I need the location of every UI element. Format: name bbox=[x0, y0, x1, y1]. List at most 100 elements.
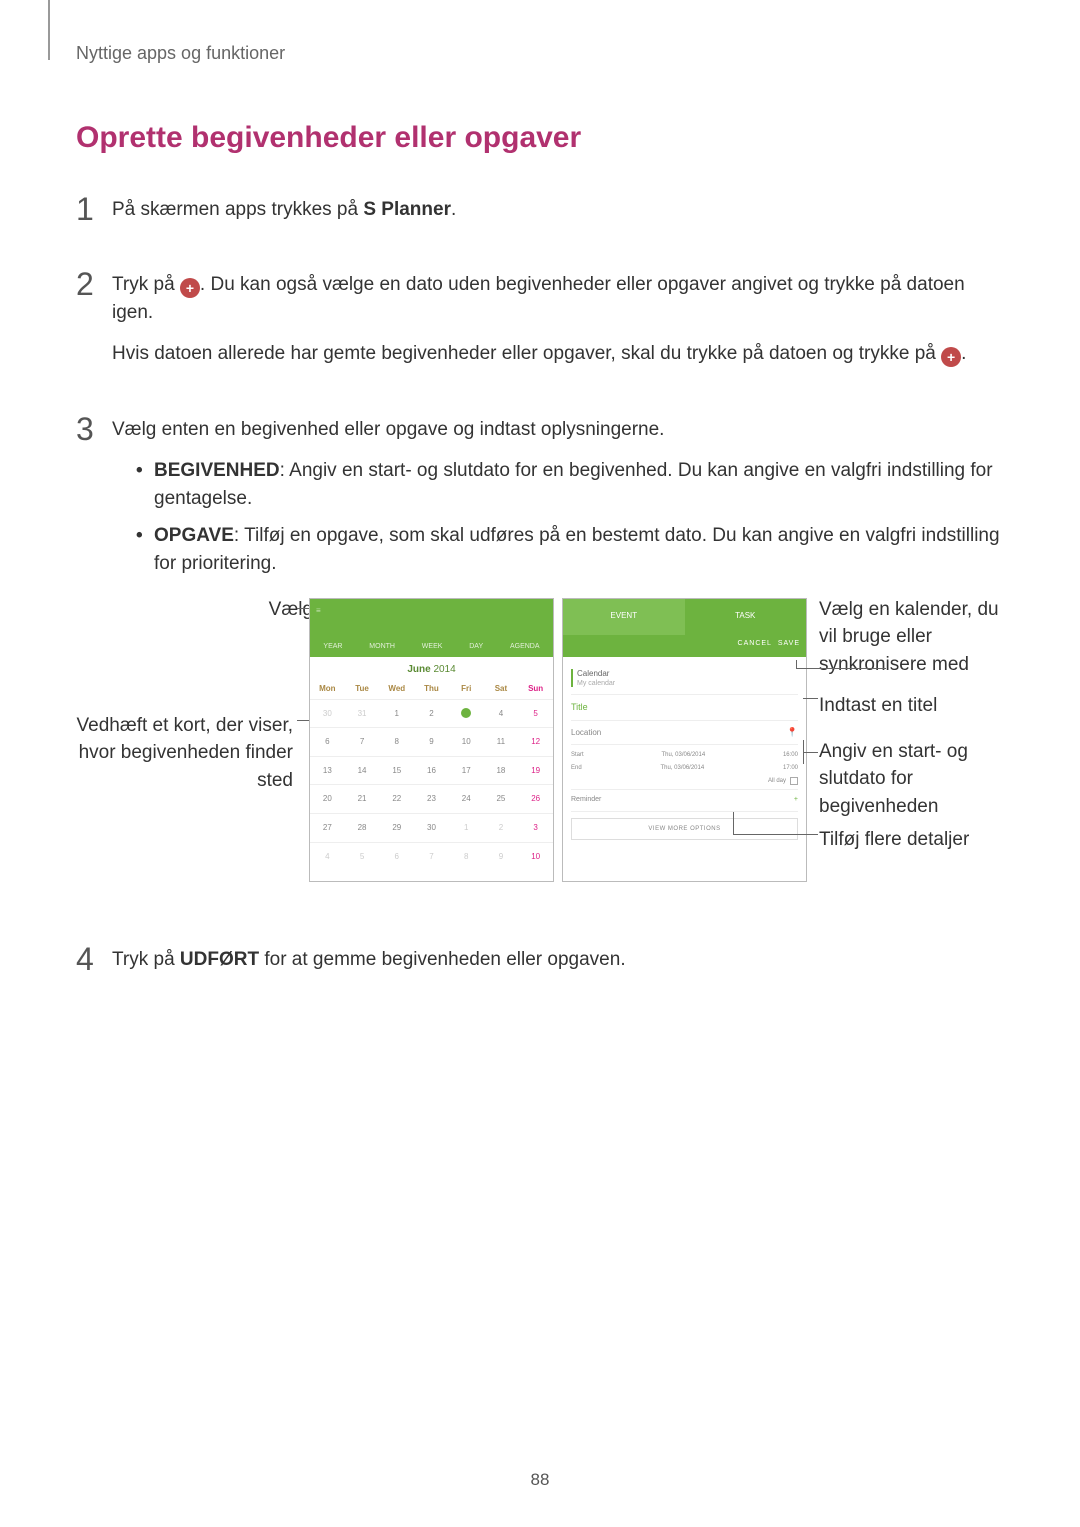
calendar-day: 6 bbox=[310, 727, 345, 756]
header-accent-line bbox=[48, 0, 50, 60]
calendar-day: 4 bbox=[310, 842, 345, 871]
leader-line bbox=[803, 740, 804, 764]
calendar-field-label: Calendar bbox=[577, 668, 615, 680]
text: . bbox=[961, 343, 966, 364]
text: Vælg enten en begivenhed eller opgave og… bbox=[112, 416, 1004, 444]
step-body: Tryk på +. Du kan også vælge en dato ude… bbox=[112, 267, 1004, 382]
step-number: 4 bbox=[76, 942, 112, 988]
calendar-day: 27 bbox=[310, 813, 345, 842]
calendar-day: 15 bbox=[379, 756, 414, 785]
bullet-icon: • bbox=[136, 522, 154, 577]
calendar-day: 30 bbox=[414, 813, 449, 842]
end-date: Thu, 03/06/2014 bbox=[660, 764, 704, 773]
page-number: 88 bbox=[0, 1468, 1080, 1493]
start-time: 16:00 bbox=[783, 751, 798, 760]
calendar-day: 6 bbox=[379, 842, 414, 871]
calendar-grid: MonTueWedThuFriSatSun3031124567891011121… bbox=[310, 679, 553, 870]
callout-enter-title: Indtast en titel bbox=[819, 692, 1009, 720]
text: Tryk på bbox=[112, 949, 180, 970]
callout-add-details: Tilføj flere detaljer bbox=[819, 826, 1009, 854]
calendar-day: 1 bbox=[449, 813, 484, 842]
day-header: Tue bbox=[345, 679, 380, 699]
calendar-day: 31 bbox=[345, 699, 380, 728]
calendar-day: 21 bbox=[345, 784, 380, 813]
calendar-day: 3 bbox=[518, 813, 553, 842]
bold-app-name: S Planner bbox=[363, 199, 451, 220]
calendar-day: 16 bbox=[414, 756, 449, 785]
calendar-day: 29 bbox=[379, 813, 414, 842]
calendar-tab: DAY bbox=[469, 642, 483, 652]
allday-checkbox bbox=[790, 777, 798, 785]
calendar-day: 8 bbox=[449, 842, 484, 871]
calendar-day: 5 bbox=[518, 699, 553, 728]
end-time: 17:00 bbox=[783, 764, 798, 773]
bullet-icon: • bbox=[136, 457, 154, 512]
step-3: 3 Vælg enten en begivenhed eller opgave … bbox=[76, 412, 1004, 912]
day-header: Thu bbox=[414, 679, 449, 699]
tab-event: EVENT bbox=[563, 599, 685, 635]
calendar-day: 17 bbox=[449, 756, 484, 785]
step-number: 3 bbox=[76, 412, 112, 912]
step-body: Tryk på UDFØRT for at gemme begivenheden… bbox=[112, 942, 1004, 988]
location-field: Location bbox=[571, 727, 601, 739]
menu-icon: ≡ bbox=[316, 605, 323, 617]
text: : Tilføj en opgave, som skal udføres på … bbox=[154, 525, 1000, 574]
calendar-day: 18 bbox=[484, 756, 519, 785]
step-1: 1 På skærmen apps trykkes på S Planner. bbox=[76, 192, 1004, 238]
step-body: På skærmen apps trykkes på S Planner. bbox=[112, 192, 1004, 238]
title-field: Title bbox=[571, 695, 798, 720]
calendar-day: 9 bbox=[484, 842, 519, 871]
day-header: Sun bbox=[518, 679, 553, 699]
calendar-day: 2 bbox=[484, 813, 519, 842]
bold-done: UDFØRT bbox=[180, 949, 259, 970]
calendar-day: 22 bbox=[379, 784, 414, 813]
step-number: 1 bbox=[76, 192, 112, 238]
reminder-label: Reminder bbox=[571, 795, 601, 805]
start-date: Thu, 03/06/2014 bbox=[661, 751, 705, 760]
calendar-tab: WEEK bbox=[422, 642, 443, 652]
calendar-tab: MONTH bbox=[369, 642, 395, 652]
calendar-day bbox=[449, 699, 484, 728]
callout-set-dates: Angiv en start- og slutdato for begivenh… bbox=[819, 738, 1009, 821]
month-label: June bbox=[407, 664, 430, 675]
text: På skærmen apps trykkes på bbox=[112, 199, 363, 220]
calendar-day: 9 bbox=[414, 727, 449, 756]
leader-line bbox=[733, 812, 734, 834]
end-label: End bbox=[571, 764, 582, 773]
leader-line bbox=[803, 752, 818, 753]
calendar-day: 14 bbox=[345, 756, 380, 785]
location-pin-icon: 📍 bbox=[787, 726, 798, 739]
calendar-day: 11 bbox=[484, 727, 519, 756]
calendar-day: 10 bbox=[518, 842, 553, 871]
sub-label: BEGIVENHED bbox=[154, 460, 280, 481]
day-header: Fri bbox=[449, 679, 484, 699]
calendar-tab: YEAR bbox=[323, 642, 342, 652]
callout-attach-map: Vedhæft et kort, der viser, hvor begiven… bbox=[63, 712, 293, 795]
calendar-screenshot: ≡ YEARMONTHWEEKDAYAGENDA June 2014 MonTu… bbox=[309, 598, 554, 882]
calendar-day: 4 bbox=[484, 699, 519, 728]
reminder-add-icon: + bbox=[794, 795, 798, 805]
save-label: SAVE bbox=[778, 640, 800, 647]
calendar-day: 1 bbox=[379, 699, 414, 728]
view-more-button: VIEW MORE OPTIONS bbox=[571, 818, 798, 841]
step-body: Vælg enten en begivenhed eller opgave og… bbox=[112, 412, 1004, 912]
tab-task: TASK bbox=[685, 599, 807, 635]
figure: Vælg et element Vedhæft et kort, der vis… bbox=[112, 598, 1004, 882]
text: : Angiv en start- og slutdato for en beg… bbox=[154, 460, 993, 509]
calendar-tab: AGENDA bbox=[510, 642, 540, 652]
page-header: Nyttige apps og funktioner bbox=[76, 40, 1004, 66]
calendar-day: 20 bbox=[310, 784, 345, 813]
step-2: 2 Tryk på +. Du kan også vælge en dato u… bbox=[76, 267, 1004, 382]
text: Tryk på bbox=[112, 274, 180, 295]
leader-line bbox=[796, 668, 886, 669]
cancel-label: CANCEL bbox=[738, 640, 772, 647]
text: for at gemme begivenheden eller opgaven. bbox=[259, 949, 626, 970]
calendar-day: 13 bbox=[310, 756, 345, 785]
leader-line bbox=[733, 834, 818, 835]
calendar-day: 10 bbox=[449, 727, 484, 756]
calendar-day: 23 bbox=[414, 784, 449, 813]
sub-label: OPGAVE bbox=[154, 525, 234, 546]
event-screenshot: EVENT TASK CANCEL SAVE bbox=[562, 598, 807, 882]
text: Hvis datoen allerede har gemte begivenhe… bbox=[112, 343, 941, 364]
callout-select-calendar: Vælg en kalender, du vil bruge eller syn… bbox=[819, 596, 1009, 679]
